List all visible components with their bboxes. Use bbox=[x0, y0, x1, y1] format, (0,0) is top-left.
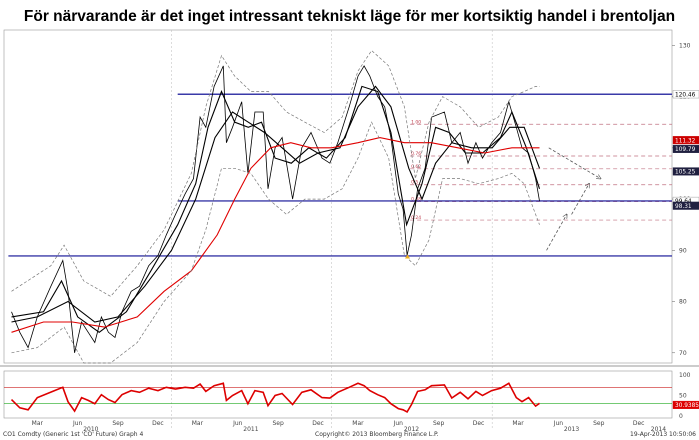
x-year-label: 2013 bbox=[564, 426, 579, 433]
footer-timestamp: 19-Apr-2013 10:50:06 bbox=[630, 431, 696, 438]
indicator-y-tick-label: 100 bbox=[679, 372, 691, 379]
series-band_lower bbox=[11, 121, 540, 364]
x-month-label: Dec bbox=[473, 420, 485, 427]
x-month-label: Jun bbox=[232, 420, 243, 427]
x-month-label: Jun bbox=[72, 420, 83, 427]
x-month-label: Sep bbox=[272, 420, 284, 427]
indicator-last-value-label-box bbox=[672, 400, 699, 409]
price-panel bbox=[3, 29, 673, 364]
last-value-label: 109.79 bbox=[675, 147, 696, 153]
indicator-last-value-label: 30.9385 bbox=[675, 403, 699, 409]
last-value-label-box bbox=[672, 167, 699, 176]
indicator-series bbox=[10, 382, 540, 413]
x-month-label: Mar bbox=[352, 420, 364, 427]
x-month-label: Jun bbox=[553, 420, 564, 427]
last-value-label-box bbox=[672, 136, 699, 145]
x-month-label: Mar bbox=[192, 420, 204, 427]
x-month-label: Sep bbox=[112, 420, 124, 427]
x-month-label: Dec bbox=[633, 420, 645, 427]
last-value-label-box bbox=[672, 201, 699, 210]
x-month-label: Jun bbox=[393, 420, 404, 427]
series-ma_long bbox=[11, 137, 540, 333]
last-value-label: 120.46 bbox=[675, 93, 696, 99]
retracement-label: 1.00 bbox=[411, 119, 421, 125]
last-value-label-box bbox=[672, 144, 699, 153]
indicator-panel bbox=[3, 370, 673, 419]
low-marker bbox=[405, 254, 411, 259]
y-tick-label: 70 bbox=[679, 350, 687, 357]
y-tick-label: 130 bbox=[679, 42, 691, 49]
x-month-label: Mar bbox=[32, 420, 44, 427]
retracement-label: 0.76 bbox=[411, 151, 421, 157]
footer-source: CO1 Comdty (Generic 1st 'CO' Future) Gra… bbox=[3, 431, 144, 438]
x-month-label: Dec bbox=[312, 420, 324, 427]
series-sma_short bbox=[11, 85, 541, 333]
series-sma_long bbox=[11, 85, 541, 323]
y-tick-label: 90 bbox=[679, 247, 687, 254]
retracement-label: 0.62 bbox=[411, 164, 421, 170]
last-value-label: 111.32 bbox=[675, 138, 696, 144]
indicator-y-tick-label: 50 bbox=[679, 393, 687, 400]
x-year-label: 2012 bbox=[404, 426, 419, 433]
series-band_upper bbox=[11, 49, 540, 297]
x-month-label: Sep bbox=[593, 420, 605, 427]
retracement-label: 0.24 bbox=[411, 215, 421, 221]
last-value-label: 105.25 bbox=[675, 170, 696, 176]
x-year-label: 2014 bbox=[651, 426, 666, 433]
series-price bbox=[11, 65, 540, 353]
x-month-label: Sep bbox=[433, 420, 445, 427]
x-month-label: Dec bbox=[152, 420, 164, 427]
y-tick-label: 80 bbox=[679, 299, 687, 306]
x-year-label: 2011 bbox=[243, 426, 258, 433]
x-year-label: 2010 bbox=[83, 426, 98, 433]
projection-arrow bbox=[546, 214, 567, 251]
indicator-y-tick-label: 0 bbox=[679, 413, 683, 420]
footer-copyright: Copyright© 2013 Bloomberg Finance L.P. bbox=[315, 431, 439, 438]
last-value-label: 98.31 bbox=[675, 204, 692, 210]
last-value-label-box bbox=[672, 90, 699, 99]
projection-arrow bbox=[548, 147, 601, 179]
chart-title: För närvarande är det inget intressant t… bbox=[23, 8, 676, 25]
projection-arrow bbox=[571, 184, 590, 215]
x-month-label: Mar bbox=[512, 420, 524, 427]
